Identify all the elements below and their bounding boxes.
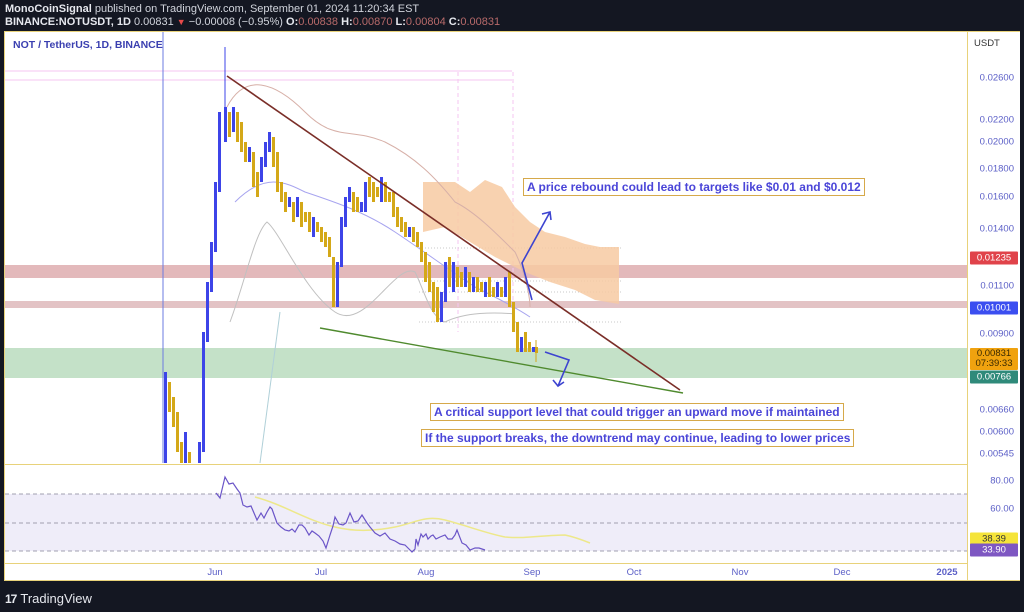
price-axis[interactable]: USDT 0.02600 0.02200 0.02000 0.01800 0.0…: [967, 32, 1020, 580]
support-annotation[interactable]: A critical support level that could trig…: [430, 403, 844, 421]
price-tick: 0.00600: [979, 426, 1014, 438]
rsi-svg: [5, 475, 967, 553]
rsi-ma-badge: 38.39: [970, 532, 1018, 546]
high-label: H:: [341, 16, 353, 28]
time-tick: Jul: [314, 567, 328, 578]
rsi-pane[interactable]: [5, 464, 967, 564]
time-tick: Sep: [523, 567, 541, 578]
chart-frame: NOT / TetherUS, 1D, BINANCE A price rebo…: [4, 31, 1020, 581]
symbol-label: BINANCE:NOTUSDT, 1D: [5, 16, 131, 28]
open-value: 0.00838: [298, 16, 339, 28]
time-tick: Aug: [417, 567, 435, 578]
rsi-value-badge: 33.90: [970, 543, 1018, 557]
time-tick: Nov: [731, 567, 749, 578]
rebound-arrow-icon: [521, 211, 552, 301]
descending-resistance-trendline[interactable]: [226, 75, 681, 391]
rsi-band-fill: [5, 494, 967, 551]
publish-header: MonoCoinSignal published on TradingView.…: [0, 0, 1024, 30]
last-price: 0.00831: [133, 16, 174, 28]
last-price-value: 0.00831: [976, 348, 1012, 359]
tradingview-logo-icon: 17: [5, 591, 17, 606]
resistance-zone-high: [5, 265, 967, 278]
close-label: C:: [448, 16, 461, 28]
tradingview-logo[interactable]: 17 TradingView: [5, 591, 92, 606]
price-change: −0.00008 (−0.95%): [188, 16, 283, 28]
breakdown-arrow-icon: [544, 351, 571, 388]
price-tick: 0.01100: [980, 280, 1014, 292]
breakdown-annotation[interactable]: If the support breaks, the downtrend may…: [421, 429, 855, 447]
symbol-title: NOT / TetherUS, 1D, BINANCE: [13, 39, 163, 51]
price-tick: 0.01400: [979, 223, 1014, 235]
low-value: 0.00804: [405, 16, 446, 28]
resistance-zone-low: [5, 301, 967, 308]
time-tick: Jun: [207, 567, 223, 578]
price-chart-pane[interactable]: NOT / TetherUS, 1D, BINANCE A price rebo…: [5, 32, 967, 463]
support-zone: [5, 348, 967, 378]
price-tick: 0.01600: [979, 191, 1014, 203]
rebound-annotation[interactable]: A price rebound could lead to targets li…: [523, 178, 865, 196]
price-tick: 0.00900: [979, 328, 1014, 340]
bar-countdown: 07:39:33: [975, 358, 1013, 369]
price-tick: 0.00660: [979, 404, 1014, 416]
published-text: published on TradingView.com, September …: [94, 3, 420, 15]
time-tick: Dec: [833, 567, 851, 578]
time-axis[interactable]: Jun Jul Aug Sep Oct Nov Dec 2025: [5, 565, 967, 581]
rsi-band-lines: [5, 493, 967, 552]
rsi-tick: 80.00: [990, 475, 1014, 487]
ichimoku-cloud: [423, 180, 619, 304]
resistance-low-price-badge: 0.01001: [970, 301, 1018, 315]
bollinger-lower: [229, 221, 516, 323]
time-tick: Oct: [626, 567, 642, 578]
brand-name: TradingView: [20, 591, 92, 606]
ohlc-legend: BINANCE:NOTUSDT, 1D 0.00831 ▼ −0.00008 (…: [5, 16, 500, 28]
down-triangle-icon: ▼: [176, 17, 186, 27]
ma-line: [259, 311, 281, 463]
author-name[interactable]: MonoCoinSignal: [5, 3, 92, 15]
footer: 17 TradingView: [0, 582, 1024, 612]
last-price-badge: 0.00831 07:39:33: [970, 348, 1018, 370]
price-tick: 0.02600: [979, 72, 1014, 84]
rsi-ma-line: [254, 496, 591, 544]
high-value: 0.00870: [352, 16, 393, 28]
price-tick: 0.01800: [979, 163, 1014, 175]
low-label: L:: [395, 16, 406, 28]
rsi-line: [215, 475, 486, 553]
bollinger-upper: [226, 84, 531, 308]
rsi-tick: 60.00: [990, 503, 1014, 515]
price-tick: 0.00545: [979, 448, 1014, 460]
descending-support-trendline[interactable]: [319, 327, 684, 394]
currency-label[interactable]: USDT: [974, 38, 1000, 49]
open-label: O:: [286, 16, 299, 28]
price-tick: 0.02200: [979, 114, 1014, 126]
price-chart-svg: [5, 32, 967, 463]
support-price-badge: 0.00766: [970, 370, 1018, 384]
close-value: 0.00831: [460, 16, 501, 28]
price-tick: 0.02000: [979, 136, 1014, 148]
resistance-high-price-badge: 0.01235: [970, 251, 1018, 265]
publish-info: MonoCoinSignal published on TradingView.…: [5, 3, 419, 15]
candlesticks: [164, 47, 538, 463]
time-tick-year: 2025: [936, 567, 958, 578]
